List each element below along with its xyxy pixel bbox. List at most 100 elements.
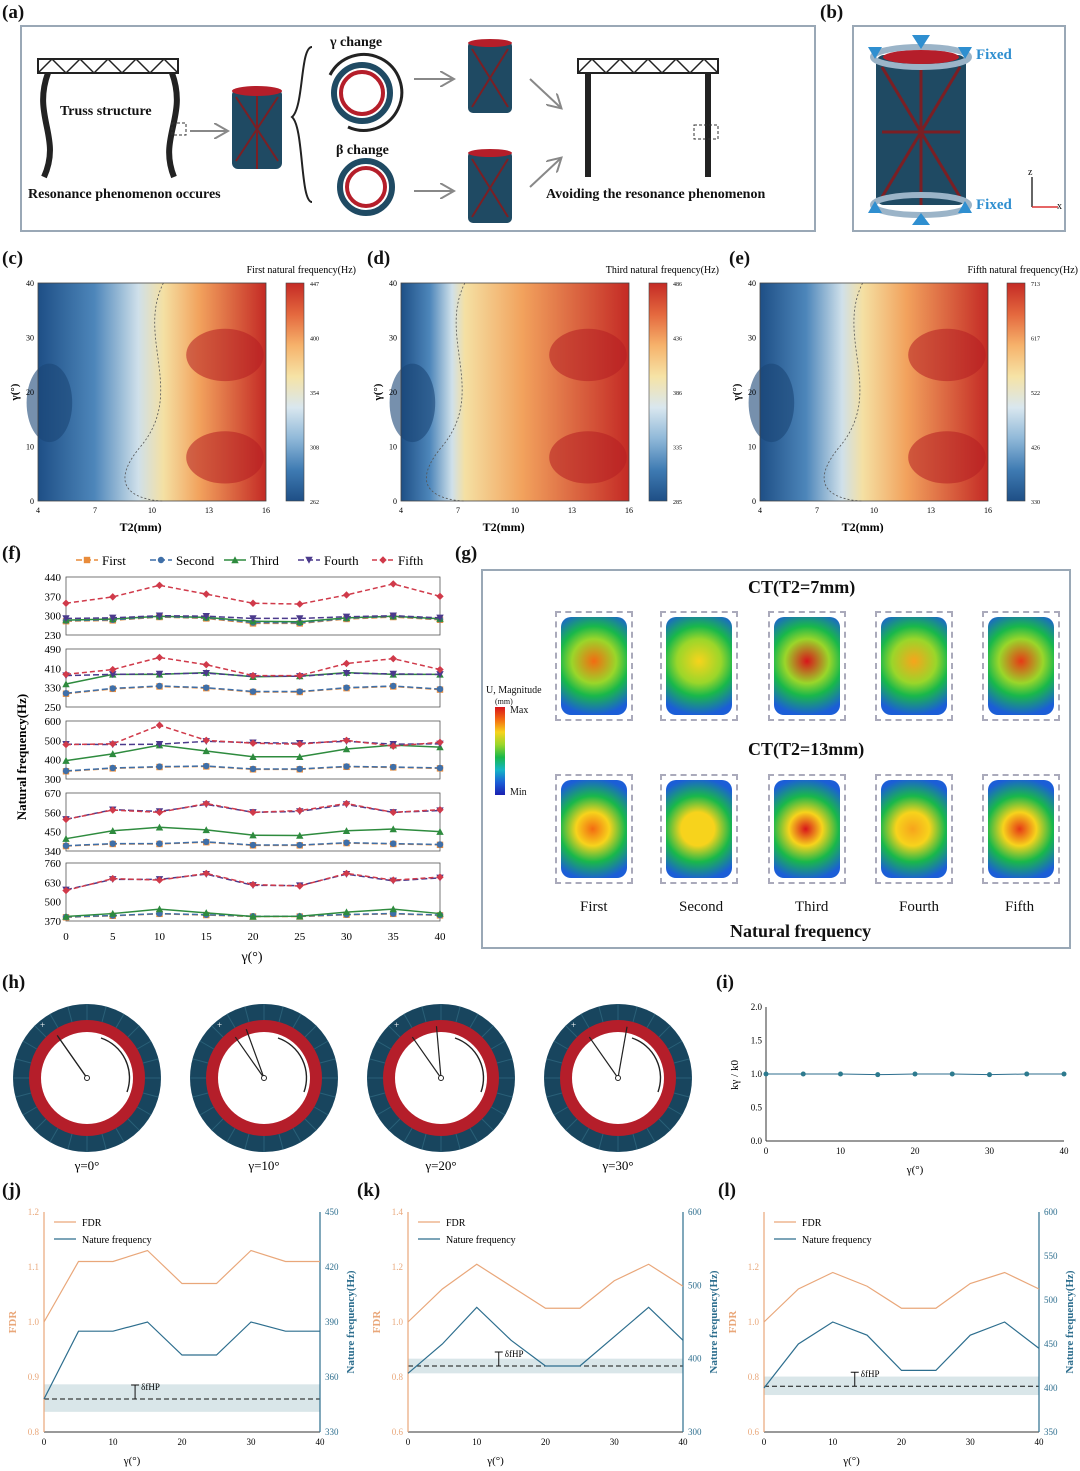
f-point — [249, 765, 257, 773]
f-point — [296, 688, 303, 695]
heatmap-xtick: 7 — [456, 506, 460, 515]
f-ytick: 300 — [45, 611, 62, 623]
f-point — [296, 912, 304, 920]
f-xlabel: γ(°) — [240, 950, 262, 965]
f-point — [109, 764, 116, 772]
f-point — [342, 613, 351, 621]
f-point — [203, 762, 210, 770]
f-line-fourth — [65, 672, 441, 678]
f-point — [436, 764, 444, 772]
panel-label-i: (i) — [716, 972, 734, 993]
xtick: 20 — [897, 1437, 907, 1447]
f-ytick: 560 — [45, 807, 62, 819]
f-subplot-5: 760 630 500 370 — [45, 858, 444, 928]
g-mode-shape — [774, 617, 840, 715]
ylabel-left: FDR — [727, 1310, 739, 1334]
heatmap-xtick: 10 — [511, 506, 519, 515]
f-line-fifth — [65, 656, 441, 677]
ring-label: γ=30° — [601, 1158, 633, 1173]
panel-label-h: (h) — [2, 972, 26, 993]
f-point — [203, 684, 210, 691]
i-point — [1024, 1071, 1030, 1077]
g-mode-tile — [982, 611, 1060, 721]
legend-freq: Nature frequency — [446, 1235, 516, 1246]
f-point — [342, 659, 351, 668]
f-point — [436, 805, 444, 814]
f-point — [202, 736, 210, 745]
heatmap-ytick: 10 — [748, 443, 756, 452]
f-subplot-4: 670 560 450 340 — [45, 788, 444, 858]
f-point — [342, 827, 351, 834]
g-mode-tile — [875, 611, 953, 721]
panel-label-b: (b) — [820, 2, 844, 23]
f-point — [62, 599, 70, 607]
heatmap-ytick: 20 — [26, 388, 34, 397]
xtick: 0 — [406, 1437, 411, 1447]
f-point — [155, 905, 164, 913]
f-point — [342, 591, 351, 599]
xtick: 0 — [762, 1437, 767, 1447]
f-point — [155, 741, 164, 748]
xtick: 0 — [42, 1437, 47, 1447]
f-point — [157, 556, 165, 564]
f-point — [62, 615, 70, 623]
g-mode-shape — [666, 617, 732, 715]
heatmap-xtick: 10 — [148, 506, 156, 515]
i-ytick: 2.0 — [751, 1002, 763, 1012]
fixed-cylinder-drawing — [868, 35, 1058, 225]
ytick-left: 1.0 — [748, 1317, 760, 1327]
f-point — [342, 869, 351, 878]
colorbar-tick: 436 — [673, 337, 682, 343]
ring-plus-mark: + — [217, 1020, 222, 1030]
i-xtick: 40 — [1060, 1146, 1070, 1156]
i-point — [875, 1072, 881, 1078]
f-line-second — [65, 765, 441, 772]
f-point — [436, 685, 444, 693]
f-ytick: 300 — [45, 774, 62, 786]
heatmap-xlabel: T2(mm) — [842, 520, 884, 534]
fixed-bottom-label: Fixed — [976, 197, 1012, 213]
fdr-line — [43, 1249, 320, 1323]
f-point — [296, 882, 304, 890]
freq-line — [43, 1321, 320, 1400]
f-point — [296, 806, 304, 815]
heatmap-title: Fifth natural frequency(Hz) — [967, 265, 1078, 276]
lattice-cylinder-gamma-icon — [468, 39, 512, 113]
f-point — [436, 827, 444, 835]
f-point — [202, 669, 210, 677]
heatmap-xlabel: T2(mm) — [120, 520, 162, 534]
heatmap-ytick: 10 — [389, 443, 397, 452]
f-point — [296, 753, 304, 760]
heatmap-ylabel: γ(°) — [372, 383, 384, 401]
f-point — [249, 688, 257, 695]
heatmap-ytick: 10 — [26, 443, 34, 452]
g-mode-tile — [875, 774, 953, 884]
f-xtick: 15 — [201, 931, 213, 943]
f-point — [109, 614, 117, 622]
xtick: 20 — [541, 1437, 551, 1447]
beta-change-label: β change — [336, 143, 389, 158]
i-point — [838, 1071, 843, 1077]
f-ytick: 330 — [45, 683, 62, 695]
f-point — [389, 825, 397, 833]
f-point — [202, 869, 210, 878]
f-xtick: 30 — [341, 931, 353, 943]
f-point — [389, 654, 397, 663]
ytick-left: 0.8 — [748, 1372, 760, 1382]
f-point — [62, 690, 70, 697]
f-line-fourth — [65, 614, 441, 620]
ring-plus-mark: + — [571, 1020, 576, 1030]
ytick-right: 360 — [325, 1372, 339, 1382]
colorbar-tick: 447 — [310, 282, 319, 288]
f-point — [155, 876, 164, 884]
truss-right-icon — [577, 57, 719, 177]
f-point — [155, 612, 164, 620]
panel-label-g: (g) — [455, 543, 478, 564]
colorbar-tick: 335 — [673, 446, 682, 452]
f-point — [436, 614, 444, 622]
f-point — [305, 556, 313, 564]
heatmap-ytick: 40 — [748, 279, 756, 288]
f-point — [62, 886, 70, 895]
ytick-right: 450 — [325, 1207, 339, 1217]
colorbar-tick: 285 — [673, 500, 682, 506]
